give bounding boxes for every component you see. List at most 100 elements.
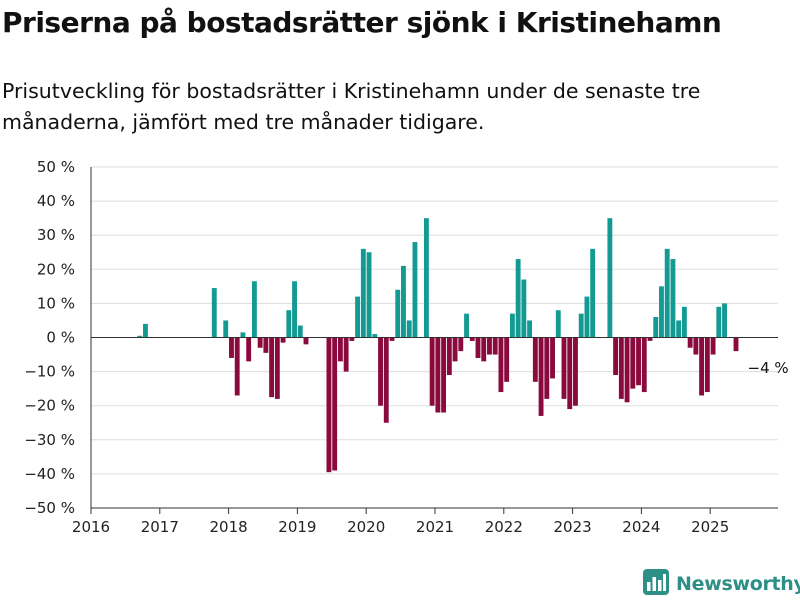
bar [527,320,533,338]
bar [257,337,263,348]
x-tick-label: 2016 [72,518,110,536]
bar [406,320,412,338]
bar [699,337,705,396]
bar [349,337,355,341]
bar [326,337,332,473]
y-tick-label: 10 % [37,294,75,312]
bar [607,218,613,338]
bar [274,337,280,399]
bar [229,337,234,358]
y-tick-label: −20 % [24,397,75,415]
y-tick-label: 50 % [37,158,75,176]
bar [378,337,383,406]
bar [618,337,624,399]
bar [458,337,464,352]
bar [337,337,343,362]
bar [303,337,309,345]
bar [143,323,148,338]
bar [464,313,469,338]
bar [509,313,515,338]
bar [223,320,229,338]
bar [561,337,567,399]
bar [521,279,527,338]
y-tick-label: −50 % [24,499,75,517]
bar [550,337,555,379]
chart-subtitle: Prisutveckling för bostadsrätter i Krist… [2,79,701,134]
bar [492,337,498,355]
bar [481,337,487,362]
bar [544,337,550,399]
bar [137,335,143,338]
bar [498,337,504,393]
bar [441,337,447,413]
bar [733,337,739,352]
bar [710,337,716,355]
x-tick-label: 2022 [485,518,523,536]
bar [567,337,573,410]
bars [137,218,739,473]
bar [687,337,693,348]
y-tick-label: −30 % [24,431,75,449]
bar [469,337,475,341]
bar [269,337,275,398]
x-tick-label: 2018 [210,518,248,536]
bar [647,337,653,341]
bar [286,310,292,338]
bar [722,303,727,338]
bar [555,310,561,338]
bar [401,265,406,338]
bar [681,306,687,338]
y-tick-label: 20 % [37,260,75,278]
bar [716,306,722,338]
bar [435,337,441,413]
bar [383,337,389,423]
bar [429,337,435,406]
bar [366,252,372,338]
bar [372,334,378,338]
bar [446,337,452,376]
bar [641,337,647,393]
bar [452,337,458,362]
bar [343,337,349,372]
bar [653,317,659,338]
x-tick-label: 2017 [141,518,179,536]
x-tick-label: 2023 [554,518,592,536]
bar [412,242,418,338]
bar [532,337,538,382]
bar [487,337,492,355]
bar [573,337,578,406]
y-tick-label: −10 % [24,363,75,381]
bar [630,337,636,389]
bar [636,337,641,386]
bar [251,281,257,338]
bar [693,337,699,355]
bar [423,218,429,338]
bar-chart-icon [643,569,669,599]
bar [590,248,596,338]
bar [504,337,510,382]
bar [613,337,619,376]
x-tick-label: 2025 [691,518,729,536]
y-tick-label: 0 % [46,329,75,347]
logo-text: Newsworthy [676,573,800,595]
bar [246,337,252,362]
bar [670,259,676,338]
tick-labels: 50 % 40 % 30 % 20 % 10 % 0 % −10 % −20 % −30 % −4… [24,158,788,536]
bar [263,337,269,353]
bar [676,320,682,338]
bar [297,325,303,338]
y-tick-label: −40 % [24,465,75,483]
bar [292,281,297,338]
bar [584,296,590,338]
bar [355,296,361,338]
axes [90,167,778,514]
x-tick-label: 2024 [622,518,660,536]
bar [211,288,217,338]
bar [704,337,710,393]
newsworthy-logo: Newsworthy [643,569,800,599]
bar [659,286,664,338]
bar [389,337,395,341]
bar [395,289,401,338]
bar [332,337,338,471]
x-tick-label: 2019 [278,518,316,536]
